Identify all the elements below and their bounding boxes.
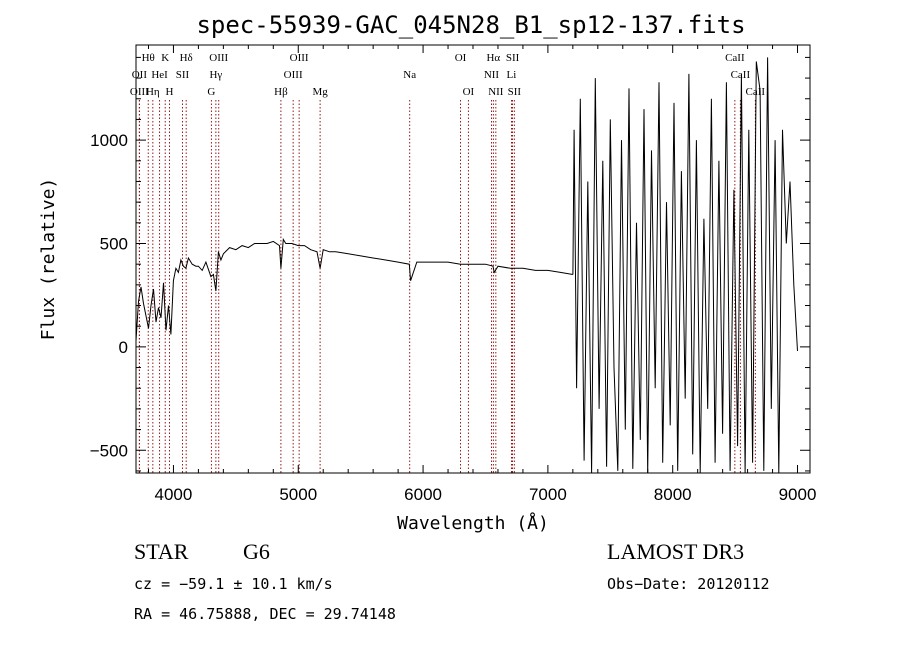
flux-noise-region — [572, 57, 798, 474]
plot-frame — [135, 44, 811, 474]
spectral-line-label: OI — [463, 86, 475, 98]
spectral-line-label: HeI — [151, 69, 168, 81]
x-tick-label: 9000 — [779, 485, 817, 504]
spectral-line-label: Hδ — [180, 52, 193, 64]
flux-series-line — [135, 237, 573, 341]
x-tick-label: 7000 — [529, 485, 567, 504]
spectral-line-label: CaII — [731, 69, 751, 81]
spectral-line-label: NII — [488, 86, 504, 98]
spectral-line-label: H — [165, 86, 173, 98]
x-tick-label: 8000 — [654, 485, 692, 504]
spectral-line-label: Hγ — [209, 69, 222, 81]
coordinates: RA = 46.75888, DEC = 29.74148 — [134, 605, 396, 623]
y-tick-label: −500 — [90, 441, 128, 460]
spectral-line-label: SII — [176, 69, 190, 81]
spectral-line-label: OII — [132, 69, 148, 81]
spectral-line-label: K — [161, 52, 169, 64]
spectral-line-label: Hη — [146, 86, 160, 98]
spectral-line-label: Mg — [312, 86, 328, 98]
object-subclass: G6 — [243, 539, 270, 564]
spectral-line-label: OIII — [284, 69, 303, 81]
survey-name: LAMOST DR3 — [607, 539, 744, 564]
spectral-line-label: OIII — [290, 52, 309, 64]
spectral-line-label: Hβ — [274, 86, 288, 98]
spectral-line-label: Na — [403, 69, 416, 81]
spectral-line-label: SII — [506, 52, 520, 64]
object-class: STAR — [134, 539, 189, 564]
redshift-text: cz = −59.1 ± 10.1 km/s — [134, 575, 333, 593]
x-tick-label: 6000 — [404, 485, 442, 504]
spectral-line-label: Hθ — [142, 52, 155, 64]
x-tick-label: 5000 — [279, 485, 317, 504]
y-axis-label: Flux (relative) — [38, 178, 59, 341]
obs-date: Obs−Date: 20120112 — [607, 575, 770, 593]
spectral-line-label: SII — [508, 86, 522, 98]
spectral-line-label: OIII — [209, 52, 228, 64]
axis-ticks: 4000 5000 6000 7000 8000 9000 −500 0 500 1000 — [90, 45, 817, 504]
spectral-line-label: Li — [507, 69, 517, 81]
y-tick-label: 1000 — [90, 131, 128, 150]
x-tick-label: 4000 — [155, 485, 193, 504]
y-tick-label: 500 — [100, 234, 128, 253]
chart-title: spec-55939-GAC_045N28_B1_sp12-137.fits — [196, 11, 745, 39]
spectral-line-label: Hα — [486, 52, 500, 64]
spectral-line-label: NII — [484, 69, 500, 81]
spectral-line-label: OI — [455, 52, 467, 64]
x-axis-label: Wavelength (Å) — [397, 512, 549, 534]
spectral-line-label: OIII — [130, 86, 149, 98]
spectral-line-labels: Hθ K Hδ OIII OIII OI Hα SII CaII OII HeI SII Hγ OIII N… — [130, 52, 766, 98]
spectral-line-label: CaII — [725, 52, 745, 64]
spectral-line-label: G — [207, 86, 215, 98]
y-tick-label: 0 — [119, 338, 128, 357]
